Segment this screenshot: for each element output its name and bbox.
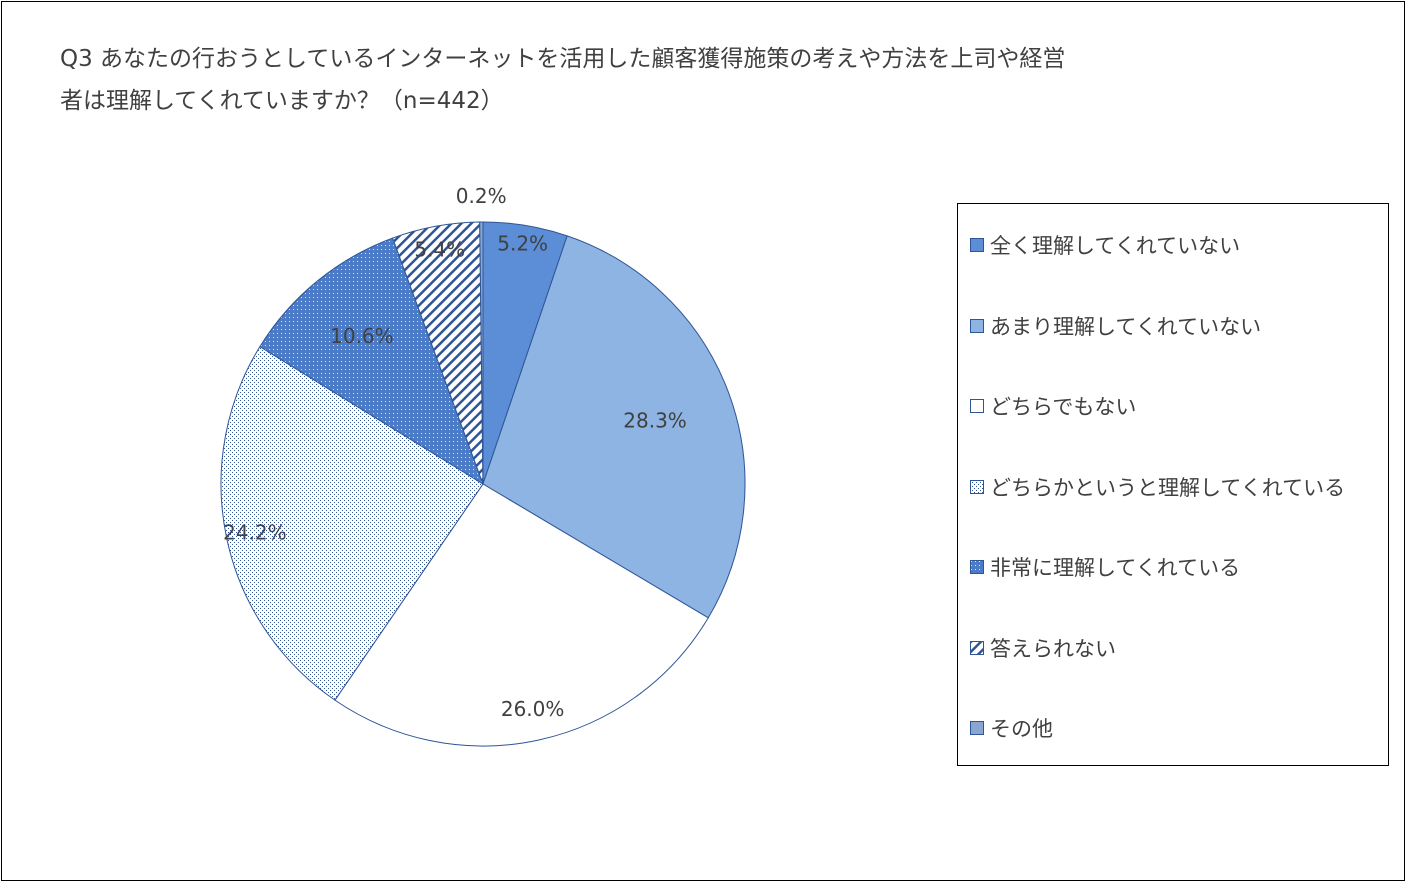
legend-swatch-4 xyxy=(970,479,984,494)
legend-swatch-6 xyxy=(970,640,984,655)
legend-label-2: あまり理解してくれていない xyxy=(990,314,1262,339)
legend-item-4: どちらかというと理解してくれている xyxy=(970,472,1345,502)
pie-label-5: 10.6% xyxy=(330,324,394,348)
legend-swatch-7 xyxy=(970,721,984,735)
pie-label-2: 28.3% xyxy=(623,408,687,432)
legend-item-1: 全く理解してくれていない xyxy=(970,230,1240,260)
pie-slice-5 xyxy=(259,237,484,486)
legend-item-2: あまり理解してくれていない xyxy=(970,311,1261,341)
legend-item-7: その他 xyxy=(970,713,1053,743)
pie-slice-3 xyxy=(334,483,709,747)
legend-label-5: 非常に理解してくれている xyxy=(990,556,1241,580)
legend-swatch-1 xyxy=(970,238,984,252)
legend-swatch-3 xyxy=(970,399,984,413)
legend-label-6: 答えられない xyxy=(990,636,1116,661)
chart-title-line-1: Q3 あなたの行おうとしているインターネットを活用した顧客獲得施策の考えや方法を… xyxy=(60,46,1066,72)
legend-item-3: どちらでもない xyxy=(970,391,1136,421)
legend-swatch-5 xyxy=(970,560,984,574)
legend-label-7: その他 xyxy=(990,717,1053,741)
legend: 全く理解してくれていない あまり理解してくれていない どちらでもないどちらかというと… xyxy=(957,203,1389,766)
legend-label-4: どちらかというと理解してくれている xyxy=(990,475,1346,500)
pie-label-4: 24.2% xyxy=(223,520,287,544)
pie-slice-4 xyxy=(220,345,484,701)
pie-label-3: 26.0% xyxy=(501,697,565,721)
legend-label-3: どちらでもない xyxy=(990,395,1137,419)
chart-title-line-2: 者は理解してくれていますか？（n=442） xyxy=(60,88,504,114)
pie-slices xyxy=(220,221,746,747)
pie-label-6: 5.4% xyxy=(414,238,465,262)
pie-slice-7 xyxy=(479,221,484,485)
legend-swatch-2 xyxy=(970,318,984,333)
chart-title: Q3 あなたの行おうとしているインターネットを活用した顧客獲得施策の考えや方法を… xyxy=(60,38,1180,122)
legend-item-6: 答えられない xyxy=(970,633,1116,663)
pie-labels: 5.2% 28.3% 26.0% 24.2% 10.6% 5.4% 0.2% xyxy=(223,184,687,721)
legend-item-5: 非常に理解してくれている xyxy=(970,552,1240,582)
pie-label-7: 0.2% xyxy=(456,184,507,208)
pie-label-1: 5.2% xyxy=(497,232,548,256)
legend-label-1: 全く理解してくれていない xyxy=(990,234,1241,258)
